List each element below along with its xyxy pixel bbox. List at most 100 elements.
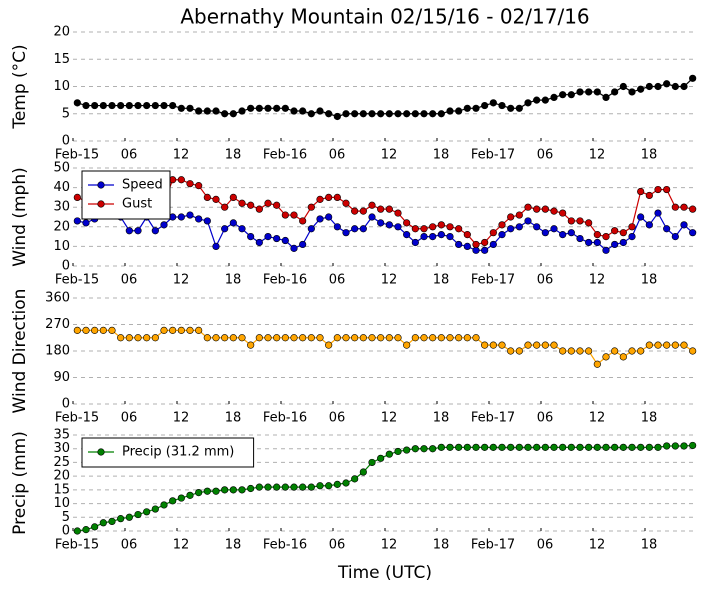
data-point xyxy=(238,486,246,494)
data-point xyxy=(645,443,653,451)
x-tick-label: Feb-15 xyxy=(55,411,99,426)
data-point xyxy=(229,219,237,227)
data-point xyxy=(333,334,341,342)
legend-label: Precip (31.2 mm) xyxy=(122,445,234,460)
data-point xyxy=(264,199,272,207)
data-point xyxy=(281,211,289,219)
x-tick-label: 12 xyxy=(381,538,398,553)
data-point xyxy=(472,104,480,112)
x-tick-label: Feb-17 xyxy=(471,148,515,163)
data-point xyxy=(368,334,376,342)
x-tick-label: 06 xyxy=(329,148,346,163)
data-point xyxy=(515,211,523,219)
data-point xyxy=(498,443,506,451)
data-point xyxy=(689,74,697,82)
x-tick-label: 18 xyxy=(641,411,658,426)
data-point xyxy=(680,203,688,211)
data-point xyxy=(377,454,385,462)
data-point xyxy=(437,221,445,229)
data-point xyxy=(567,443,575,451)
data-point xyxy=(403,219,411,227)
y-tick-label: 50 xyxy=(53,161,70,176)
data-point xyxy=(403,110,411,118)
x-tick-label: 12 xyxy=(589,538,606,553)
data-point xyxy=(325,213,333,221)
data-point xyxy=(82,526,90,534)
x-tick-label: 12 xyxy=(381,411,398,426)
data-point xyxy=(507,213,515,221)
data-point xyxy=(403,446,411,454)
data-point xyxy=(524,443,532,451)
data-point xyxy=(117,515,125,523)
data-point xyxy=(429,233,437,241)
data-point xyxy=(472,334,480,342)
data-point xyxy=(73,193,81,201)
data-point xyxy=(195,182,203,190)
data-point xyxy=(411,110,419,118)
data-point xyxy=(472,443,480,451)
data-point xyxy=(99,519,107,527)
data-point xyxy=(212,242,220,250)
x-tick-label: 18 xyxy=(433,148,450,163)
x-tick-label: Feb-16 xyxy=(263,148,307,163)
data-point xyxy=(169,101,177,110)
data-point xyxy=(203,193,211,201)
data-point xyxy=(550,207,558,215)
data-point xyxy=(437,334,445,342)
data-point xyxy=(273,483,281,491)
data-point xyxy=(576,347,584,355)
data-point xyxy=(663,341,671,349)
data-point xyxy=(611,88,619,96)
data-point xyxy=(411,445,419,453)
data-point xyxy=(385,334,393,342)
data-point xyxy=(489,229,497,237)
x-tick-label: Feb-15 xyxy=(55,273,99,288)
data-point xyxy=(255,483,263,491)
data-point xyxy=(221,334,229,342)
data-point xyxy=(394,334,402,342)
data-point xyxy=(628,443,636,451)
data-point xyxy=(368,110,376,118)
data-point xyxy=(325,482,333,490)
data-point xyxy=(186,104,194,112)
data-point xyxy=(671,341,679,349)
data-point xyxy=(663,225,671,233)
data-point xyxy=(576,217,584,225)
data-point xyxy=(299,107,307,115)
data-point xyxy=(645,341,653,349)
x-tick-label: 12 xyxy=(589,148,606,163)
data-point xyxy=(307,334,315,342)
data-point xyxy=(533,341,541,349)
y-tick-label: 5 xyxy=(62,510,70,525)
data-point xyxy=(619,229,627,237)
data-point xyxy=(602,443,610,451)
data-point xyxy=(247,233,255,241)
data-point xyxy=(73,527,81,535)
data-point xyxy=(134,334,142,342)
data-point xyxy=(671,203,679,211)
data-point xyxy=(593,360,601,368)
data-point xyxy=(229,334,237,342)
data-point xyxy=(481,101,489,110)
data-point xyxy=(368,213,376,221)
data-point xyxy=(177,176,185,184)
data-point xyxy=(385,450,393,458)
data-point xyxy=(654,443,662,451)
y-tick-label: 35 xyxy=(53,428,70,443)
legend-label: Speed xyxy=(122,178,163,193)
data-point xyxy=(446,107,454,115)
y-tick-label: 25 xyxy=(53,455,70,470)
data-point xyxy=(203,334,211,342)
data-point xyxy=(550,341,558,349)
data-point xyxy=(247,104,255,112)
data-point xyxy=(645,221,653,229)
data-point xyxy=(585,238,593,247)
data-point xyxy=(559,209,567,217)
data-point xyxy=(125,101,133,110)
data-point xyxy=(143,101,151,110)
data-point xyxy=(611,347,619,355)
x-tick-label: 06 xyxy=(121,538,138,553)
data-point xyxy=(290,483,298,491)
data-point xyxy=(559,443,567,451)
x-tick-label: 06 xyxy=(537,273,554,288)
